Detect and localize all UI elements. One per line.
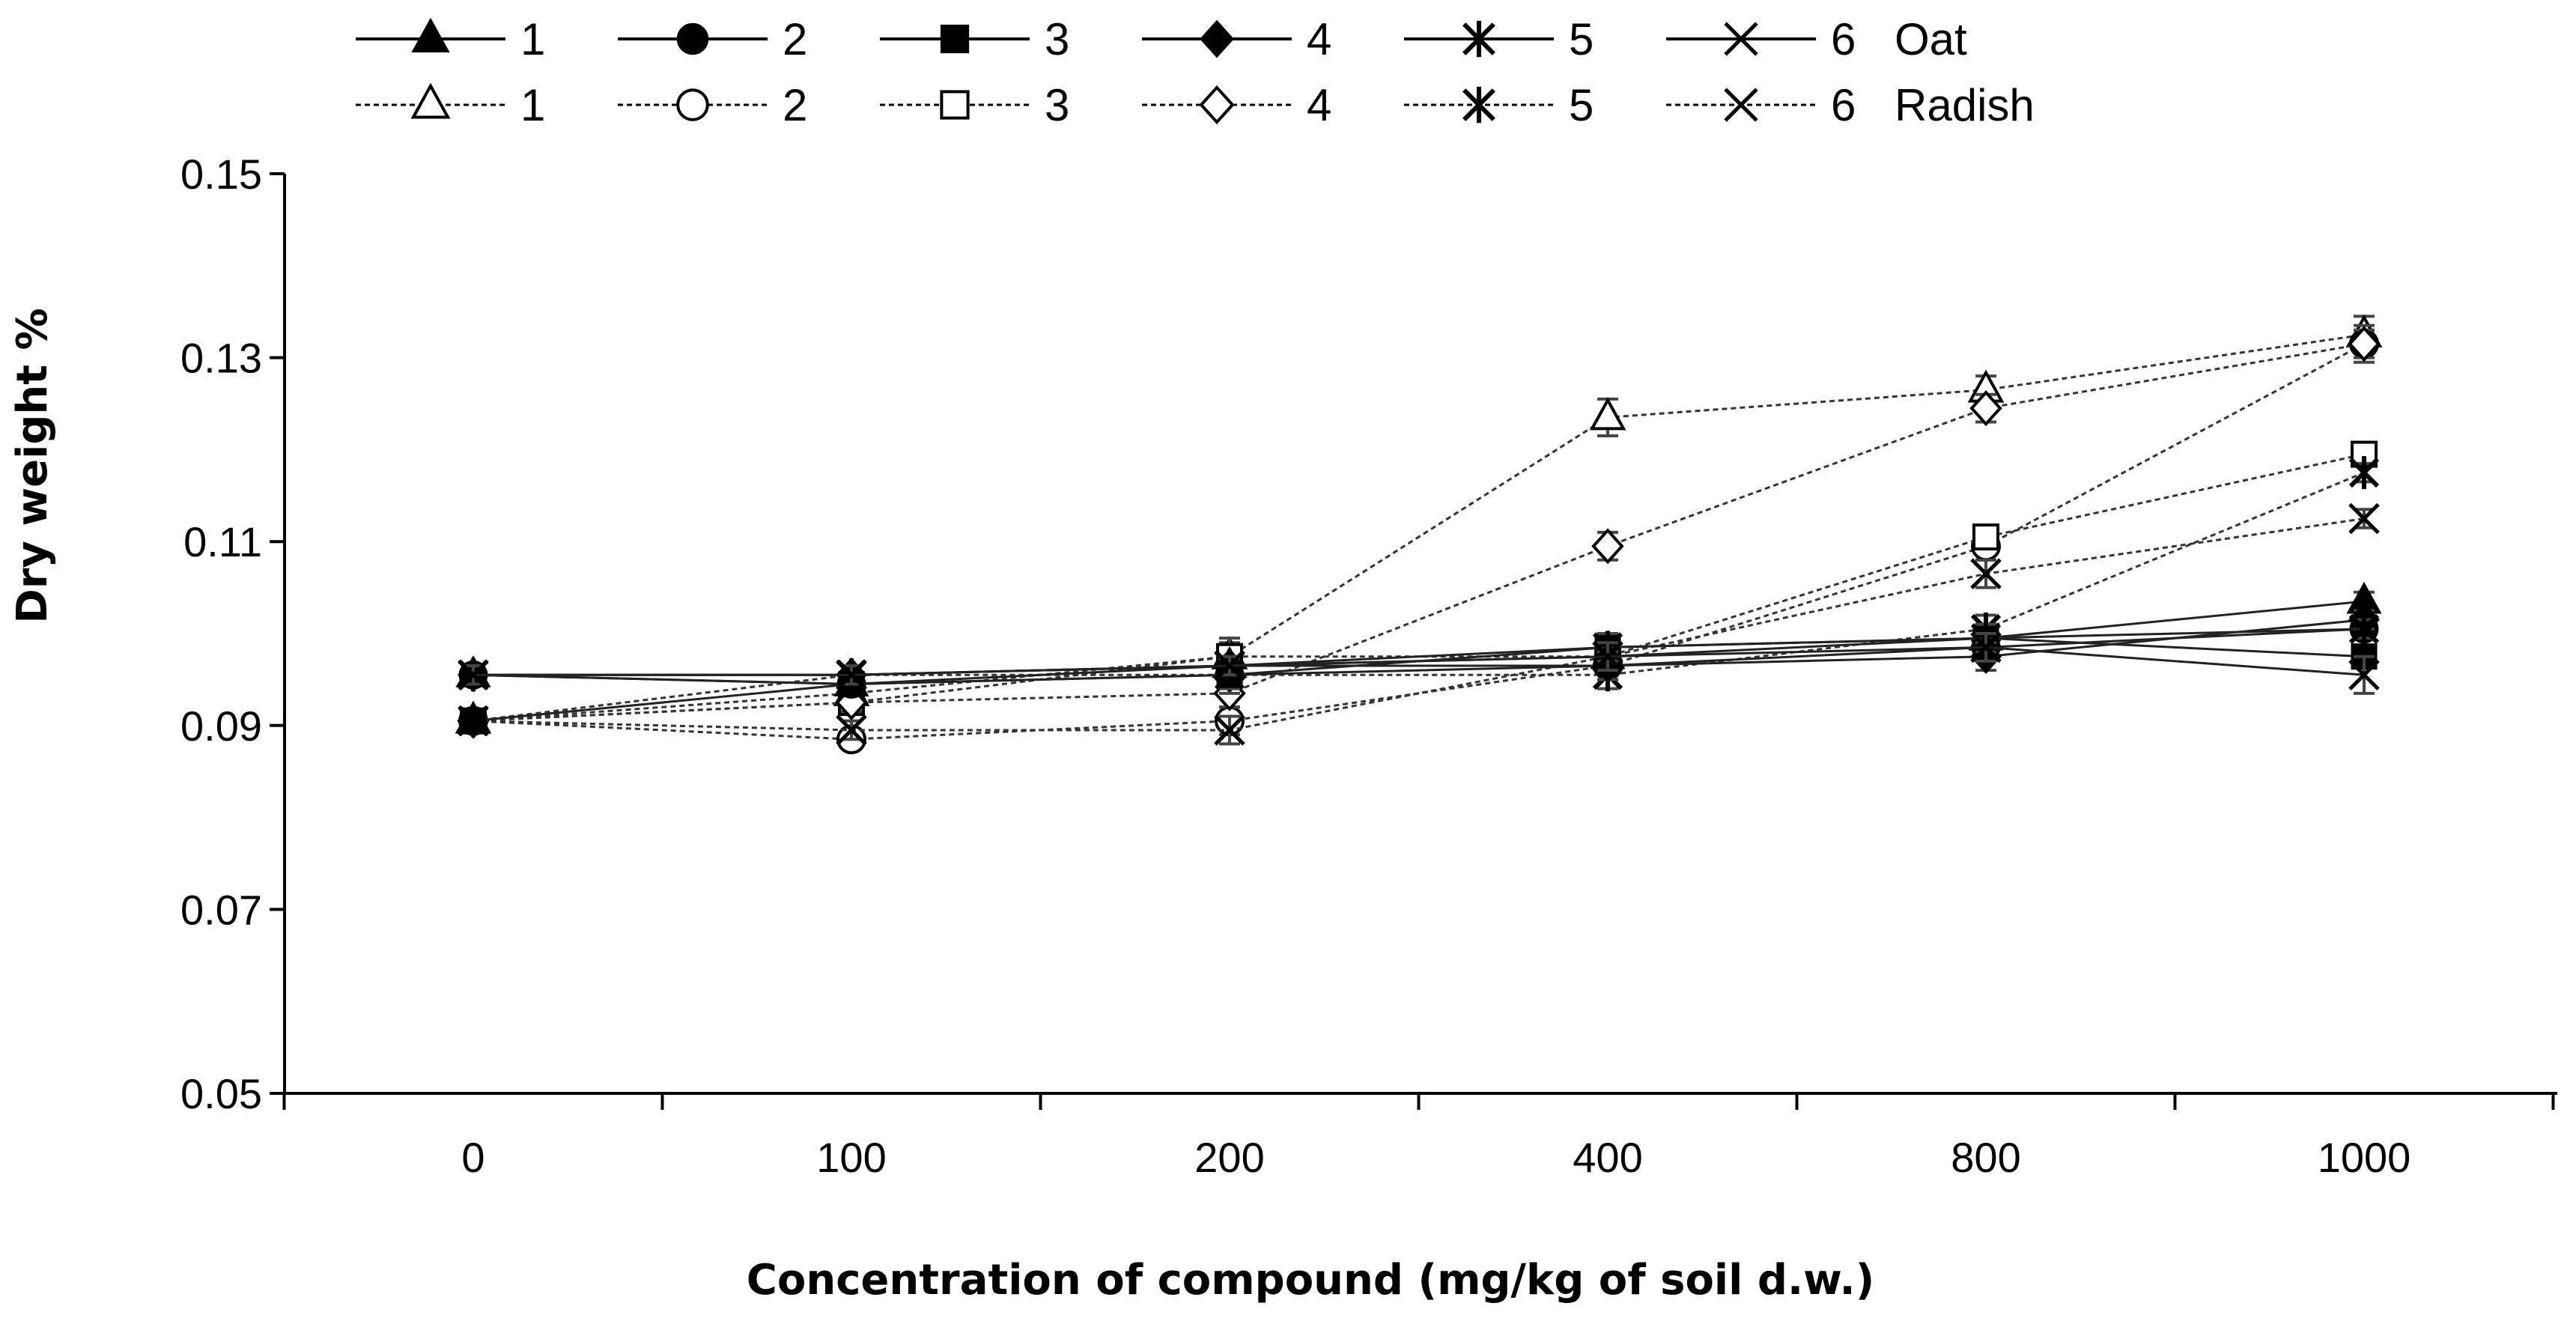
axes: 0.05 0.07 0.09 0.11 0.13 0.15 0 100 200 400 800 100…	[180, 151, 2557, 1181]
legend-item-oat-3: 3	[880, 14, 1069, 64]
x-axis-title: Concentration of compound (mg/kg of soil…	[747, 1256, 1874, 1305]
legend-label: 3	[1045, 80, 1069, 130]
data-point	[836, 659, 867, 691]
legend-marker	[1724, 88, 1758, 122]
legend-marker	[1462, 20, 1495, 58]
series-line	[473, 471, 2365, 723]
legend-marker	[940, 90, 970, 120]
legend-group-label: Oat	[1895, 14, 1967, 64]
series-oat-1	[455, 581, 2382, 697]
data-point	[458, 659, 489, 691]
data-point	[1214, 714, 1245, 746]
y-tick-label: 0.09	[180, 702, 262, 750]
series-line	[473, 628, 2365, 686]
legend-item-radish-5: 5	[1404, 80, 1594, 130]
legend-item-radish-6: 6	[1666, 80, 1856, 130]
legend-marker	[1724, 22, 1758, 56]
data-point	[1592, 640, 1623, 672]
legend-item-radish-3: 3	[880, 80, 1069, 130]
legend-item-oat-1: 1	[356, 14, 545, 64]
data-point	[1591, 528, 1624, 565]
y-tick-label: 0.11	[183, 518, 262, 565]
series-line	[473, 342, 2365, 723]
data-point	[1589, 397, 1626, 431]
y-tick-label: 0.07	[180, 886, 262, 933]
legend-item-radish-4: 4	[1142, 80, 1331, 130]
legend-marker	[676, 22, 709, 55]
y-tick-label: 0.15	[180, 151, 262, 198]
legend-marker	[411, 17, 450, 52]
x-tick-label: 200	[1194, 1134, 1264, 1181]
x-tick-label: 800	[1951, 1134, 2020, 1181]
data-point	[460, 708, 487, 735]
series-line	[473, 628, 2365, 676]
legend-group-label: Radish	[1895, 80, 2035, 130]
legend-marker	[1199, 85, 1235, 125]
legend-label: 5	[1569, 14, 1594, 64]
legend: 1 2 3 4 5 6 Oat 1 2 3 4 5 6 Radish	[356, 14, 2035, 130]
y-axis-title: Dry weight %	[8, 308, 57, 623]
data-point	[2348, 612, 2380, 646]
data-point	[1969, 390, 2002, 427]
series-line	[473, 342, 2365, 741]
legend-item-oat-5: 5	[1404, 14, 1594, 64]
legend-label: 4	[1307, 80, 1331, 130]
series-line	[473, 637, 2365, 723]
y-tick-label: 0.05	[180, 1070, 262, 1117]
series-oat-3	[460, 622, 2378, 735]
legend-label: 2	[783, 14, 807, 64]
series-radish-2	[458, 324, 2379, 755]
series-oat-4	[457, 602, 2381, 693]
legend-item-radish-2: 2	[618, 80, 807, 130]
series-oat-6	[458, 631, 2380, 695]
data-point	[1970, 558, 2002, 589]
legend-marker	[1462, 86, 1495, 124]
legend-marker	[676, 88, 709, 121]
data-point	[1972, 523, 1999, 551]
data-point	[2348, 502, 2380, 535]
series-line	[473, 646, 2365, 676]
data-point	[2348, 456, 2380, 490]
legend-item-oat-2: 2	[618, 14, 807, 64]
series-oat-5	[458, 612, 2380, 692]
legend-item-radish-1: 1	[356, 80, 545, 130]
legend-label: 4	[1307, 14, 1331, 64]
series-line	[473, 333, 2365, 723]
data-point	[1970, 631, 2002, 663]
x-tick-label: 400	[1573, 1134, 1642, 1181]
x-tick-label: 100	[816, 1134, 886, 1181]
legend-marker	[1200, 19, 1234, 58]
legend-label: 1	[520, 80, 545, 130]
legend-item-oat-4: 4	[1142, 14, 1331, 64]
legend-label: 5	[1569, 80, 1594, 130]
series-layer	[455, 314, 2383, 755]
legend-label: 6	[1831, 80, 1856, 130]
series-line	[473, 517, 2365, 732]
legend-label: 6	[1831, 14, 1856, 64]
data-point	[836, 714, 867, 746]
data-point	[2348, 659, 2380, 691]
legend-label: 1	[520, 14, 545, 64]
legend-marker	[940, 24, 970, 54]
data-point	[1214, 650, 1245, 681]
x-tick-label: 0	[461, 1134, 484, 1181]
data-point	[2348, 326, 2381, 362]
legend-marker	[410, 82, 451, 119]
legend-item-oat-6: 6	[1666, 14, 1856, 64]
legend-label: 2	[783, 80, 807, 130]
y-tick-label: 0.13	[180, 335, 262, 382]
x-tick-label: 1000	[2318, 1134, 2411, 1181]
legend-label: 3	[1045, 14, 1069, 64]
